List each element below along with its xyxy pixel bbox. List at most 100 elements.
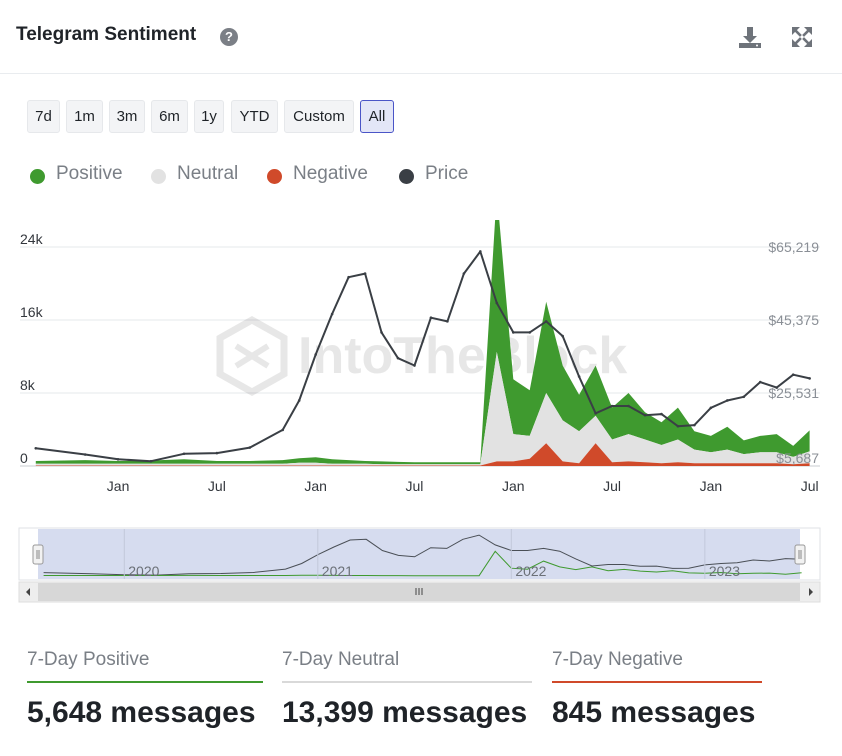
price-point: [281, 428, 285, 432]
seven-day-stats: 7-Day Positive 5,648 messages 7-Day Neut…: [0, 640, 842, 756]
range-6m-button[interactable]: 6m: [151, 100, 188, 133]
stat-negative-label: 7-Day Negative: [552, 649, 683, 670]
price-point: [215, 451, 219, 455]
price-line: [35, 250, 810, 463]
x-tick-label: Jan: [304, 478, 327, 494]
navigator-lines: [43, 534, 802, 577]
stat-negative-value: 845 messages: [552, 696, 756, 729]
price-point: [413, 364, 416, 367]
x-tick-label: Jan: [502, 478, 525, 494]
stat-neutral-rule: [282, 681, 532, 683]
x-tick-label: Jul: [406, 478, 424, 494]
range-ytd-button[interactable]: YTD: [231, 100, 278, 133]
scroll-right-icon[interactable]: [809, 588, 813, 596]
price-point: [709, 406, 713, 410]
navigator-year-label: 2021: [322, 563, 353, 579]
scroll-left-icon[interactable]: [26, 588, 30, 596]
sentiment-chart: IntoTheBlock 0 $5,687 8k $25,531 16k $45,375 2…: [18, 220, 821, 603]
stat-positive: 7-Day Positive 5,648 messages: [27, 640, 263, 756]
price-point: [528, 331, 532, 334]
price-point: [363, 272, 367, 275]
stat-positive-label: 7-Day Positive: [27, 649, 150, 670]
price-point: [330, 312, 334, 316]
watermark: IntoTheBlock: [216, 315, 627, 397]
widget-title: Telegram Sentiment: [16, 24, 197, 45]
help-icon[interactable]: ?: [220, 28, 238, 46]
positive-dot-icon: [30, 169, 45, 184]
x-tick-label: Jul: [208, 478, 226, 494]
neutral-area: [35, 351, 810, 466]
legend-positive-label: Positive: [56, 163, 123, 184]
price-point: [314, 353, 317, 356]
axes: 0 $5,687 8k $25,531 16k $45,375 24k $65,219 Jan J…: [20, 231, 819, 494]
price-point: [495, 301, 499, 305]
legend-price-label: Price: [425, 163, 469, 184]
range-custom-button[interactable]: Custom: [284, 100, 354, 133]
y-right-tick-label: $65,219: [768, 239, 819, 255]
time-navigator[interactable]: 2020 2021 2022 2023: [18, 527, 821, 603]
price-point: [693, 423, 696, 427]
navigator-handle-left[interactable]: [32, 544, 44, 565]
price-point: [34, 446, 38, 450]
price-point: [248, 446, 252, 449]
price-point: [627, 404, 630, 408]
range-3m-button[interactable]: 3m: [109, 100, 145, 133]
scroll-grip-icon: [415, 588, 423, 595]
navigator-price-line: [43, 534, 802, 576]
stat-negative-rule: [552, 681, 762, 683]
y-left-tick-label: 24k: [20, 231, 44, 247]
price-point: [791, 373, 795, 377]
y-left-tick-label: 16k: [20, 304, 44, 320]
range-1m-button[interactable]: 1m: [66, 100, 103, 133]
negative-area: [35, 443, 810, 466]
range-7d-button[interactable]: 7d: [27, 100, 60, 133]
x-tick-label: Jul: [603, 478, 621, 494]
price-point: [446, 320, 449, 323]
neutral-dot-icon: [151, 169, 166, 184]
navigator-year-label: 2022: [515, 563, 546, 579]
price-point: [643, 413, 647, 417]
stat-neutral-label: 7-Day Neutral: [282, 649, 400, 670]
y-right-tick-label: $5,687: [776, 450, 819, 466]
x-tick-label: Jan: [700, 478, 723, 494]
range-1y-button[interactable]: 1y: [194, 100, 224, 133]
navigator-handle-right[interactable]: [794, 544, 806, 565]
stat-neutral-value: 13,399 messages: [282, 696, 528, 729]
price-point: [380, 331, 383, 334]
download-icon[interactable]: [737, 24, 763, 50]
price-point: [462, 272, 466, 275]
price-point: [676, 424, 680, 428]
price-point: [479, 250, 482, 253]
stat-positive-rule: [27, 681, 263, 683]
price-dot-icon: [399, 169, 414, 184]
x-tick-label: Jan: [107, 478, 130, 494]
stat-negative: 7-Day Negative 845 messages: [552, 640, 762, 756]
watermark-text: IntoTheBlock: [298, 327, 627, 385]
price-point: [775, 386, 779, 389]
price-point: [561, 334, 564, 338]
price-point: [347, 275, 350, 279]
price-point: [297, 399, 301, 402]
x-tick-label: Jul: [801, 478, 819, 494]
stat-neutral: 7-Day Neutral 13,399 messages: [282, 640, 532, 756]
expand-icon[interactable]: [789, 24, 815, 50]
y-left-tick-label: 0: [20, 450, 28, 466]
sentiment-areas: [35, 220, 810, 466]
stat-positive-value: 5,648 messages: [27, 696, 256, 729]
range-all-button[interactable]: All: [360, 100, 394, 133]
price-point: [429, 316, 433, 320]
price-point: [511, 331, 515, 334]
price-point: [726, 399, 729, 402]
price-series: [34, 250, 811, 463]
price-point: [182, 452, 186, 456]
price-point: [83, 453, 87, 456]
price-point: [396, 356, 400, 360]
legend-neutral-label: Neutral: [177, 163, 239, 184]
legend-negative-label: Negative: [293, 163, 368, 184]
negative-dot-icon: [267, 169, 282, 184]
price-point: [594, 412, 597, 415]
navigator-year-labels: 2020 2021 2022 2023: [123, 529, 740, 579]
y-right-tick-label: $25,531: [768, 385, 819, 401]
price-point: [808, 377, 811, 380]
price-point: [758, 380, 762, 384]
